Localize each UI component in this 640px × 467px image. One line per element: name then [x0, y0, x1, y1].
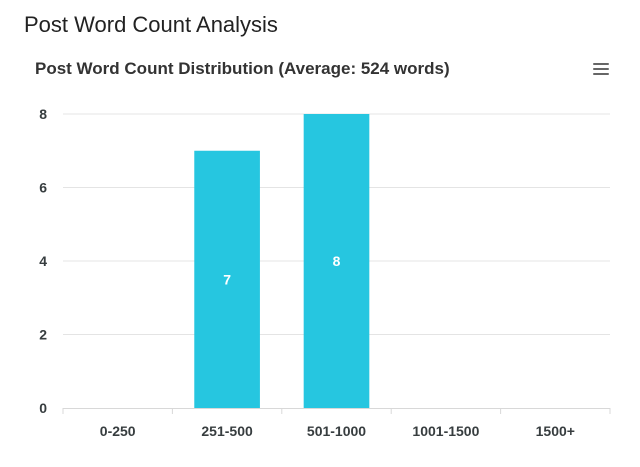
bars [194, 114, 370, 408]
hamburger-menu-icon[interactable] [588, 58, 614, 80]
data-label: 7 [223, 271, 231, 287]
y-tick-label: 0 [39, 400, 47, 416]
data-labels: 78 [223, 253, 340, 287]
x-tick-label: 251-500 [201, 423, 253, 439]
bar[interactable] [194, 150, 260, 408]
y-axis: 0 2 4 6 8 [39, 106, 47, 416]
y-tick-label: 8 [39, 106, 47, 122]
x-tick-label: 1500+ [536, 423, 575, 439]
x-tick-label: 501-1000 [307, 423, 366, 439]
y-tick-label: 6 [39, 180, 47, 196]
chart-title: Post Word Count Distribution (Average: 5… [35, 59, 450, 78]
y-tick-label: 4 [39, 253, 47, 269]
bar[interactable] [303, 114, 370, 408]
x-axis: 0-250 251-500 501-1000 1001-1500 1500+ [62, 408, 611, 439]
x-tick-label: 0-250 [100, 423, 136, 439]
chart-card: Post Word Count Distribution (Average: 5… [0, 50, 640, 467]
y-tick-label: 2 [39, 327, 47, 343]
data-label: 8 [333, 253, 341, 269]
x-tick-label: 1001-1500 [412, 423, 479, 439]
page-heading: Post Word Count Analysis [24, 12, 278, 37]
